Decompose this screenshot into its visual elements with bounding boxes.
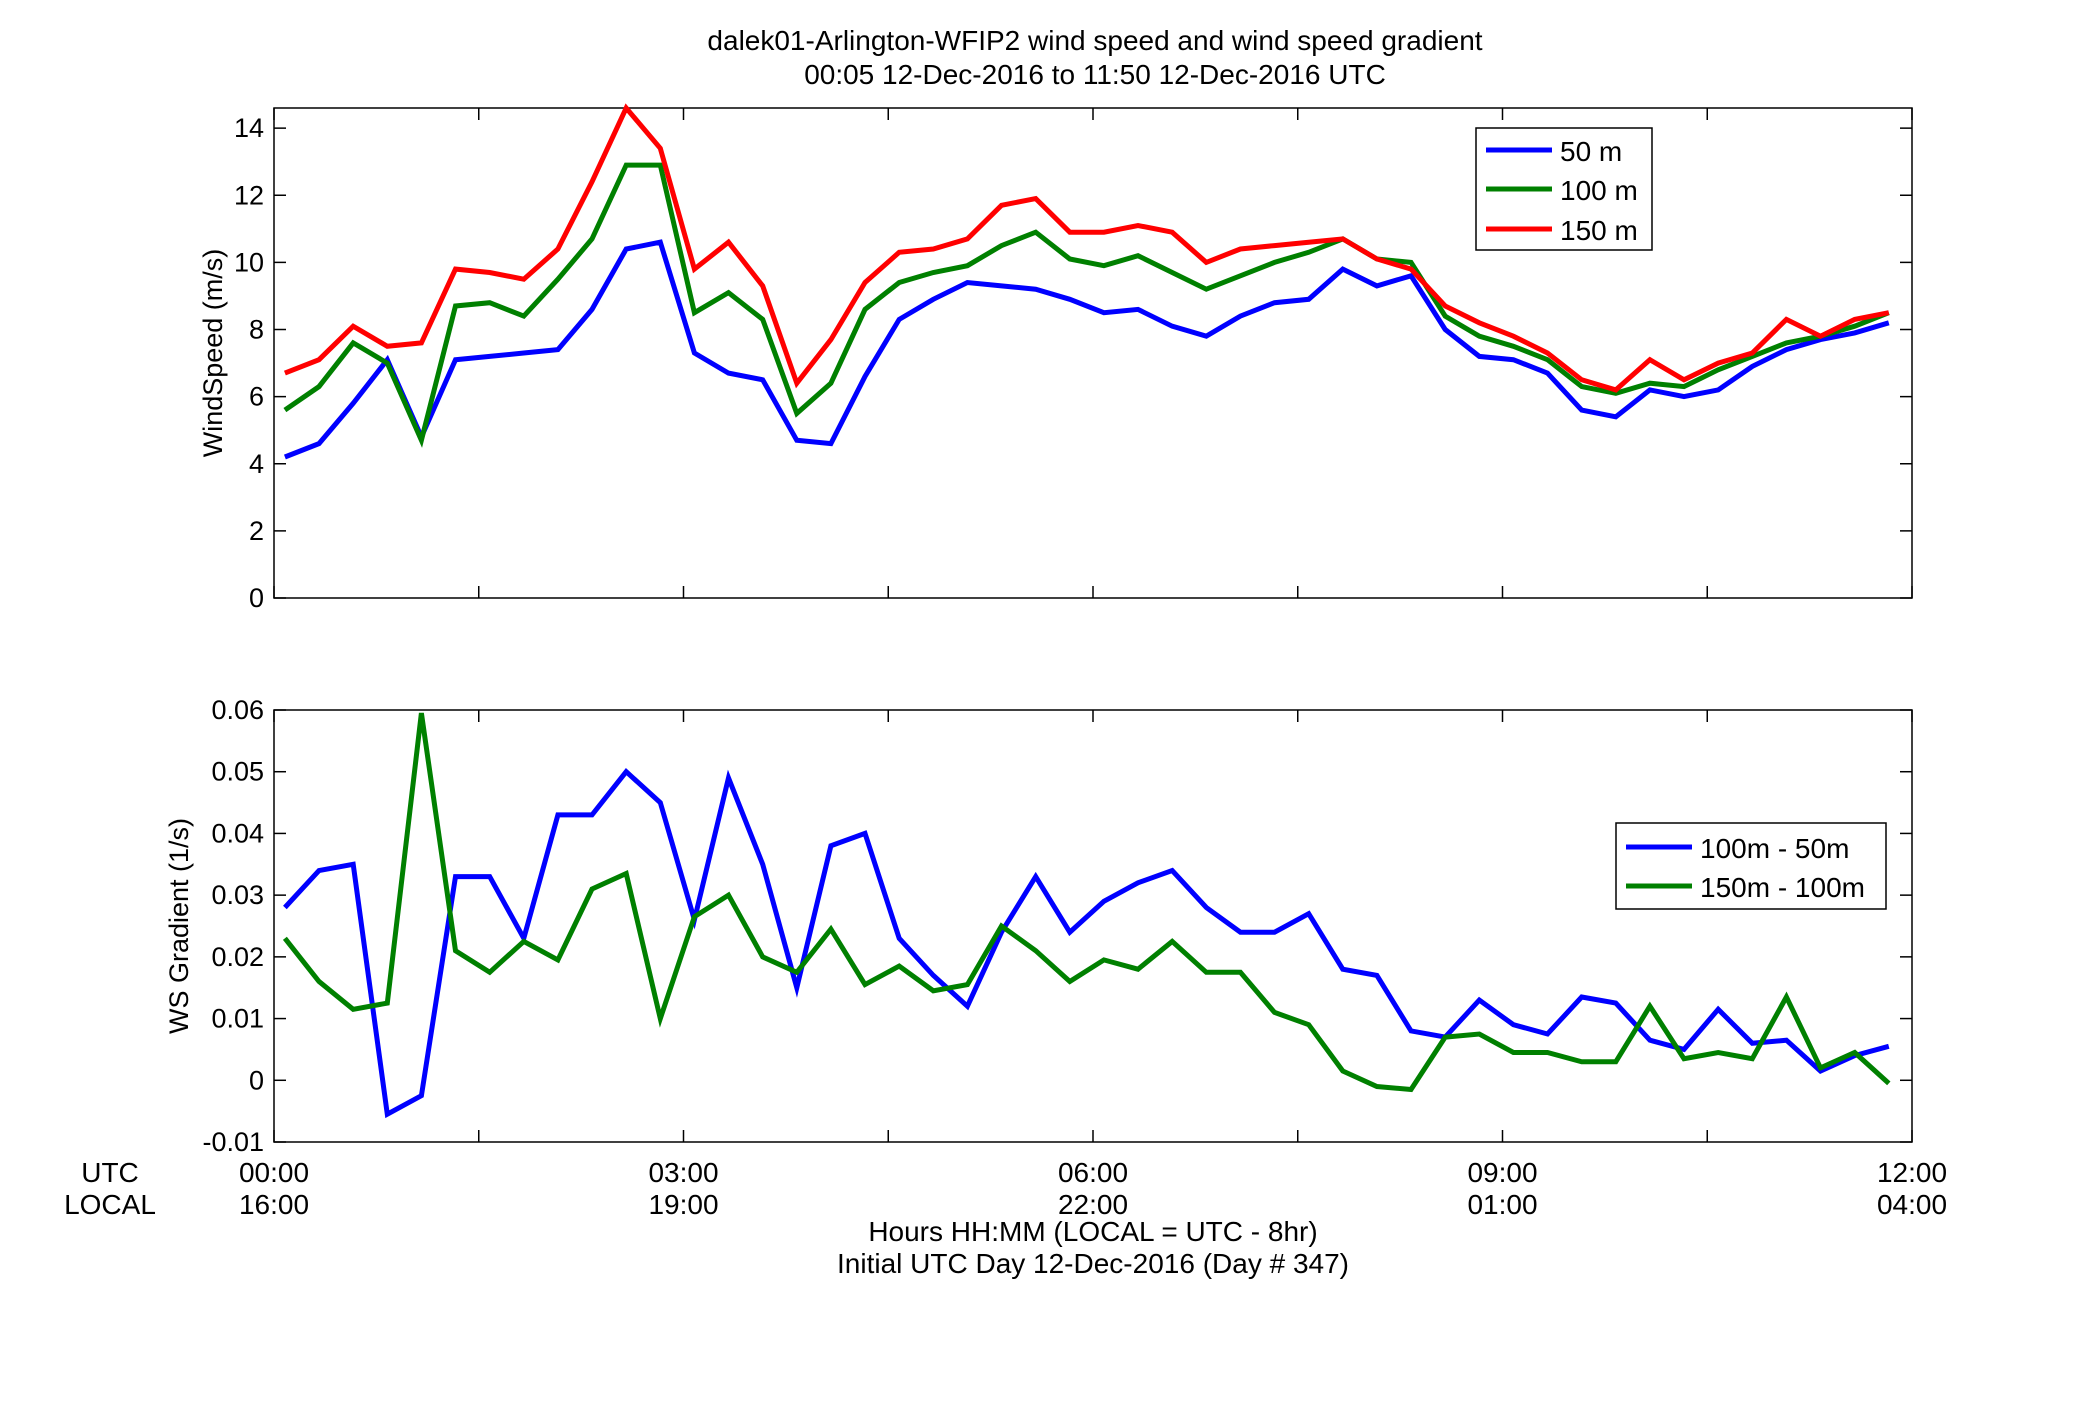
legend-label-100m: 100 m [1560,175,1638,206]
x-tick-label-utc: 00:00 [239,1157,309,1188]
legend-label-50m: 50 m [1560,136,1622,167]
wind-speed-y-tick-label: 6 [249,382,264,412]
x-tick-label-utc: 06:00 [1058,1157,1128,1188]
x-tick-label-local: 01:00 [1467,1189,1537,1220]
wind-speed-panel: 0 2 4 6 8 10 12 14 WindSpeed (m/s) 50 m 100 m 1… [198,103,1913,613]
wind-speed-y-tick-label: 4 [249,449,264,479]
gradient-lines [282,712,1891,1119]
gradient-y-tick-label: 0.01 [211,1004,264,1034]
gradient-y-tick-label: 0.02 [211,942,264,972]
wind-speed-y-tick-label: 14 [234,113,264,143]
gradient-y-tick-label: 0.04 [211,818,264,848]
legend-label-150m-100m: 150m - 100m [1700,872,1865,903]
series-line-150-m [283,103,1890,393]
x-tick-label-local: 19:00 [648,1189,718,1220]
gradient-legend: 100m - 50m 150m - 100m [1615,822,1887,910]
gradient-y-tick-label: -0.01 [202,1127,264,1157]
gradient-panel: -0.01 0 0.01 0.02 0.03 0.04 0.05 0.06 WS Gradie… [164,695,1913,1157]
legend-label-150m: 150 m [1560,215,1638,246]
gradient-y-tick-label: 0.05 [211,757,264,787]
wind-speed-y-tick-label: 10 [234,247,264,277]
wind-speed-y-axis-label: WindSpeed (m/s) [198,249,228,458]
gradient-y-tick-label: 0.06 [211,695,264,725]
series-line-150m-100m [282,712,1891,1093]
legend-label-100m-50m: 100m - 50m [1700,833,1849,864]
series-line-50-m [283,239,1890,460]
x-tick-label-utc: 09:00 [1467,1157,1537,1188]
series-line-100m-50m [283,768,1890,1119]
x-axis-label-line2: Initial UTC Day 12-Dec-2016 (Day # 347) [837,1248,1349,1279]
x-tick-label-utc: 03:00 [648,1157,718,1188]
wind-speed-y-tick-label: 0 [249,583,264,613]
gradient-y-axis-label: WS Gradient (1/s) [164,818,194,1034]
wind-speed-lines [283,103,1890,460]
local-row-label: LOCAL [64,1189,156,1220]
wind-speed-ticks: 0 2 4 6 8 10 12 14 [234,108,1913,613]
gradient-ticks: -0.01 0 0.01 0.02 0.03 0.04 0.05 0.06 [202,695,1913,1157]
x-axis-label-line1: Hours HH:MM (LOCAL = UTC - 8hr) [868,1216,1317,1247]
wind-speed-y-tick-label: 2 [249,516,264,546]
gradient-y-tick-label: 0 [249,1065,264,1095]
x-tick-label-utc: 12:00 [1877,1157,1947,1188]
gradient-legend-box [1615,822,1887,910]
wind-speed-legend: 50 m 100 m 150 m [1475,127,1653,251]
figure-title-line2: 00:05 12-Dec-2016 to 11:50 12-Dec-2016 U… [804,59,1386,90]
x-tick-label-local: 04:00 [1877,1189,1947,1220]
wind-speed-y-tick-label: 12 [234,180,264,210]
x-tick-label-local: 16:00 [239,1189,309,1220]
x-tick-label-local: 22:00 [1058,1189,1128,1220]
x-tick-labels: 00:00 03:00 06:00 09:00 12:00 16:00 19:00 22:00… [239,1157,1947,1220]
series-line-100-m [283,162,1890,448]
figure-title-line1: dalek01-Arlington-WFIP2 wind speed and w… [707,25,1482,56]
wind-speed-y-tick-label: 8 [249,315,264,345]
gradient-y-tick-label: 0.03 [211,880,264,910]
utc-row-label: UTC [81,1157,139,1188]
